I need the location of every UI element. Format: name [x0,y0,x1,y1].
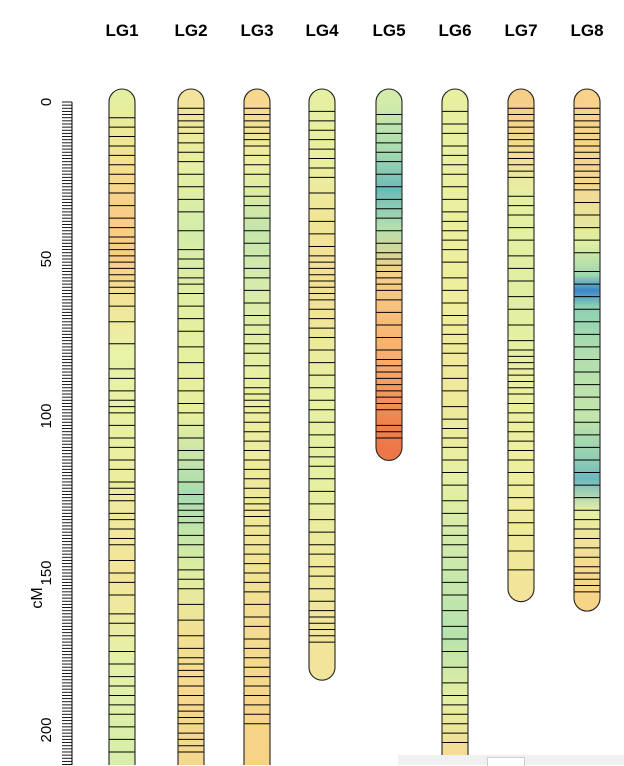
linkage-group-lg2: LG2 [174,21,208,765]
y-axis: 0 50 100 150 200 [38,98,73,765]
y-tick-label: 0 [38,98,55,106]
chromosome-outline [108,88,136,765]
chromosome-bar [508,89,534,602]
chromosome-outline [177,88,205,765]
linkage-group-label: LG4 [305,21,339,40]
linkage-group-label: LG5 [372,21,405,40]
y-axis-title: cM [29,587,46,608]
chromosome-bar [574,89,600,612]
linkage-group-lg6: LG6 [438,21,472,765]
y-tick-label: 50 [38,251,55,268]
linkage-group-label: LG1 [105,21,138,40]
linkage-group-label: LG3 [240,21,273,40]
chromosome-outline [573,88,601,612]
y-tick-label: 200 [38,717,55,742]
chromosome-bar [244,89,270,765]
linkage-group-label: LG7 [504,21,537,40]
linkage-group-label: LG8 [570,21,603,40]
chromosome-outline [375,88,403,461]
linkage-group-lg3: LG3 [240,21,274,765]
chromosome-bar [442,89,468,765]
chromosome-bar [109,89,135,765]
y-tick-label: 150 [38,560,55,585]
linkage-group-lg7: LG7 [504,21,538,603]
chromosome-outline [308,88,336,681]
linkage-groups: LG1 LG2 LG3 LG4 LG5 LG6 LG7 LG8 [105,21,604,765]
chromosome-bar [178,89,204,765]
linkage-group-lg8: LG8 [570,21,604,612]
linkage-group-lg5: LG5 [372,21,406,461]
linkage-group-lg4: LG4 [305,21,339,681]
chromosome-outline [507,88,535,603]
chromosome-bar [376,89,402,461]
y-tick-label: 100 [38,403,55,428]
horizontal-scrollbar-thumb[interactable] [487,757,525,766]
linkage-group-label: LG2 [174,21,207,40]
linkage-group-lg1: LG1 [105,21,139,765]
linkage-group-label: LG6 [438,21,471,40]
chromosome-outline [243,88,271,765]
